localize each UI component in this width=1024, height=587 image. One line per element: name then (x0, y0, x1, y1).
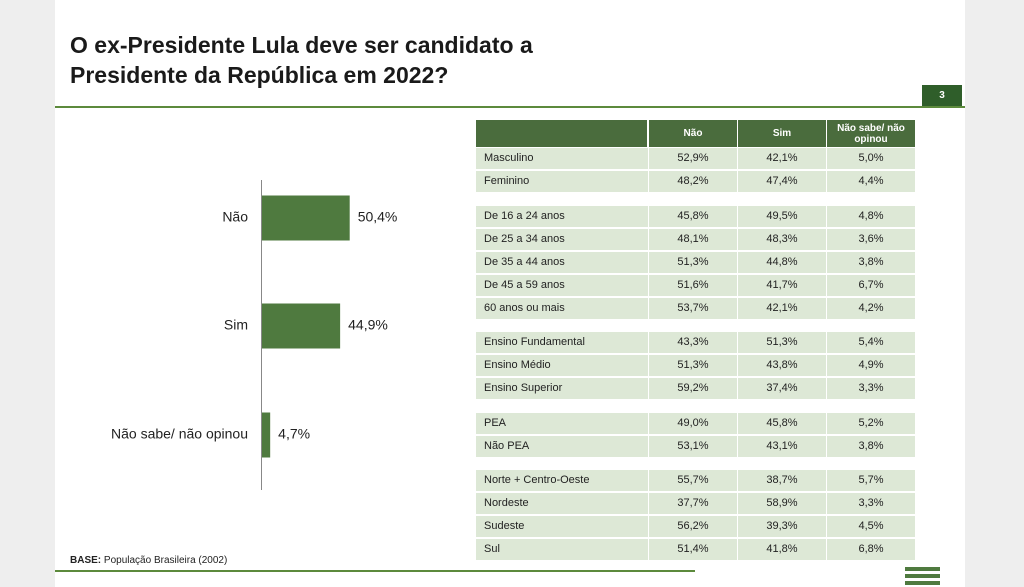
value-cell: 51,3% (649, 251, 737, 273)
row-label: Norte + Centro-Oeste (476, 470, 648, 491)
base-label: BASE: (70, 555, 102, 566)
value-cell: 42,1% (738, 148, 826, 169)
value-cell: 59,2% (649, 378, 737, 399)
header-cell: Sim (738, 120, 826, 147)
value-cell: 4,2% (827, 297, 915, 319)
value-cell: 37,7% (649, 493, 737, 514)
value-cell: 48,2% (649, 171, 737, 192)
value-cell: 56,2% (649, 516, 737, 537)
value-cell: 58,9% (738, 493, 826, 514)
category-label: Não sabe/ não opinou (111, 426, 248, 442)
value-cell: 51,3% (738, 332, 826, 353)
row-label: PEA (476, 412, 648, 434)
value-cell: 5,2% (827, 412, 915, 434)
value-cell: 6,7% (827, 274, 915, 296)
value-cell: 45,8% (649, 205, 737, 227)
value-cell: 48,1% (649, 228, 737, 250)
row-label: Feminino (476, 171, 648, 192)
value-cell: 47,4% (738, 171, 826, 192)
row-label: Masculino (476, 148, 648, 169)
row-label: Não PEA (476, 435, 648, 457)
row-label: Ensino Médio (476, 355, 648, 376)
row-label: De 16 a 24 anos (476, 205, 648, 227)
value-cell: 5,4% (827, 332, 915, 353)
value-cell: 6,8% (827, 539, 915, 560)
base-text: População Brasileira (2002) (103, 555, 228, 566)
category-label: Não (222, 209, 248, 225)
row-label: 60 anos ou mais (476, 297, 648, 319)
title: O ex-Presidente Lula deve ser candidato … (70, 32, 533, 88)
value-cell: 43,8% (738, 355, 826, 376)
value-cell: 4,4% (827, 171, 915, 192)
row-label: Sul (476, 539, 648, 560)
value-cell: 3,3% (827, 493, 915, 514)
base-note: BASE: População Brasileira (2002) (70, 555, 227, 566)
category-label: Sim (224, 317, 248, 333)
value-cell: 3,6% (827, 228, 915, 250)
value-cell: 51,4% (649, 539, 737, 560)
bottom-rule (55, 570, 695, 572)
value-label: 44,9% (348, 317, 388, 333)
value-cell: 3,8% (827, 251, 915, 273)
value-cell: 51,6% (649, 274, 737, 296)
value-cell: 53,7% (649, 297, 737, 319)
value-cell: 4,5% (827, 516, 915, 537)
value-cell: 53,1% (649, 435, 737, 457)
header-cell: Não (649, 120, 737, 147)
value-cell: 39,3% (738, 516, 826, 537)
value-cell: 49,5% (738, 205, 826, 227)
chart: Não 50,4% Sim 44,9% Não sabe/ não opinou 4,7% (111, 180, 398, 490)
value-cell: 43,3% (649, 332, 737, 353)
value-cell: 3,8% (827, 435, 915, 457)
page-number: 3 (922, 85, 962, 106)
value-cell: 44,8% (738, 251, 826, 273)
header-cell: Não sabe/ não opinou (827, 120, 915, 147)
value-cell: 41,8% (738, 539, 826, 560)
row-label: Nordeste (476, 493, 648, 514)
value-cell: 43,1% (738, 435, 826, 457)
value-label: 4,7% (278, 426, 310, 442)
value-cell: 52,9% (649, 148, 737, 169)
value-cell: 3,3% (827, 378, 915, 399)
row-label: De 35 a 44 anos (476, 251, 648, 273)
header-cell (476, 120, 647, 147)
row-label: De 25 a 34 anos (476, 228, 648, 250)
logo-stripe (905, 567, 940, 571)
value-cell: 48,3% (738, 228, 826, 250)
row-label: De 45 a 59 anos (476, 274, 648, 296)
logo-stripe (905, 581, 940, 585)
row-label: Sudeste (476, 516, 648, 537)
value-cell: 49,0% (649, 412, 737, 434)
title-rule (55, 106, 965, 108)
value-cell: 5,0% (827, 148, 915, 169)
row-label: Ensino Fundamental (476, 332, 648, 353)
value-cell: 42,1% (738, 297, 826, 319)
value-cell: 37,4% (738, 378, 826, 399)
value-cell: 38,7% (738, 470, 826, 491)
value-cell: 45,8% (738, 412, 826, 434)
logo-stripe (905, 574, 940, 578)
bar (262, 195, 350, 241)
value-label: 50,4% (358, 209, 398, 225)
value-cell: 4,8% (827, 205, 915, 227)
value-cell: 41,7% (738, 274, 826, 296)
bar (262, 303, 341, 349)
bar (262, 412, 271, 458)
value-cell: 51,3% (649, 355, 737, 376)
value-cell: 55,7% (649, 470, 737, 491)
value-cell: 5,7% (827, 470, 915, 491)
value-cell: 4,9% (827, 355, 915, 376)
row-label: Ensino Superior (476, 378, 648, 399)
